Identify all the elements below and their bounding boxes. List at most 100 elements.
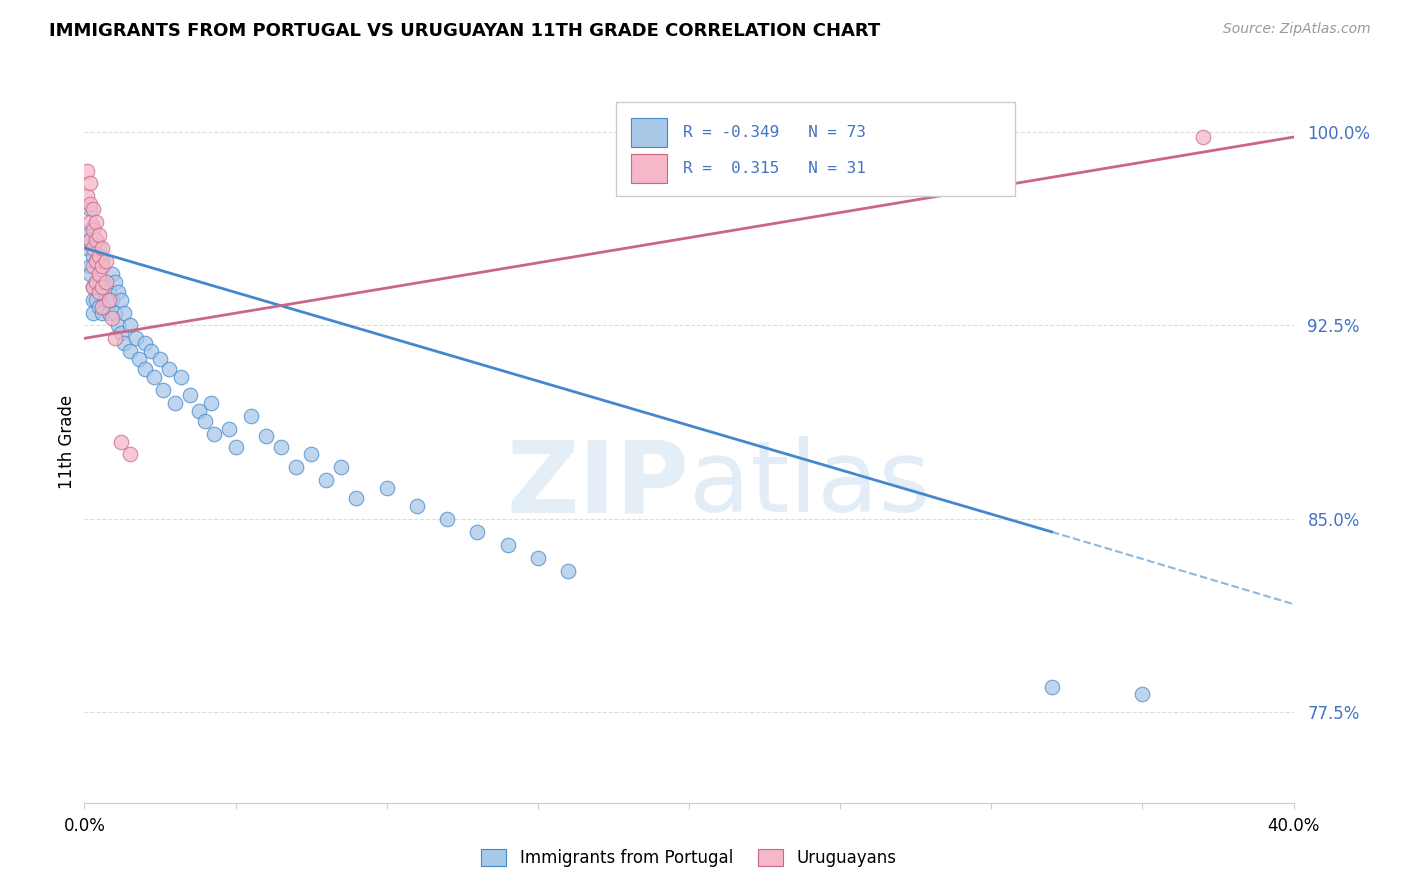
Point bbox=[79, 233, 101, 247]
Point bbox=[330, 460, 353, 475]
Point bbox=[104, 305, 127, 319]
Point bbox=[76, 228, 98, 243]
Point bbox=[107, 318, 129, 333]
Point bbox=[110, 434, 132, 449]
Point bbox=[82, 220, 104, 235]
Point bbox=[179, 388, 201, 402]
FancyBboxPatch shape bbox=[616, 102, 1015, 196]
Point bbox=[527, 550, 550, 565]
Point bbox=[82, 259, 104, 273]
Point bbox=[112, 305, 135, 319]
Point bbox=[112, 336, 135, 351]
Point bbox=[104, 331, 127, 345]
Point bbox=[79, 259, 101, 273]
Point bbox=[79, 177, 101, 191]
Point bbox=[157, 362, 180, 376]
Point bbox=[94, 293, 117, 307]
Point bbox=[110, 326, 132, 341]
Point bbox=[82, 202, 104, 217]
Point bbox=[89, 285, 111, 299]
Point bbox=[82, 279, 104, 293]
Point bbox=[134, 362, 156, 376]
Text: R = -0.349   N = 73: R = -0.349 N = 73 bbox=[683, 125, 866, 140]
Point bbox=[79, 267, 101, 281]
Point bbox=[86, 233, 108, 247]
Text: atlas: atlas bbox=[689, 436, 931, 533]
Point bbox=[100, 293, 122, 307]
Point bbox=[89, 259, 111, 273]
Point bbox=[1130, 687, 1153, 701]
Point bbox=[82, 279, 104, 293]
Point bbox=[82, 241, 104, 255]
Text: ZIP: ZIP bbox=[506, 436, 689, 533]
Point bbox=[94, 275, 117, 289]
Point bbox=[86, 275, 108, 289]
Point bbox=[79, 233, 101, 247]
Point bbox=[89, 241, 111, 255]
Bar bbox=[631, 154, 668, 183]
Point bbox=[91, 279, 114, 293]
Point bbox=[89, 267, 111, 281]
Point bbox=[254, 429, 277, 443]
Point bbox=[128, 351, 150, 366]
Point bbox=[76, 241, 98, 255]
Bar bbox=[631, 118, 668, 147]
Point bbox=[406, 499, 429, 513]
Point bbox=[94, 275, 117, 289]
Point bbox=[118, 447, 141, 461]
Point bbox=[165, 396, 187, 410]
Point bbox=[218, 422, 240, 436]
Point bbox=[82, 305, 104, 319]
Point bbox=[170, 370, 193, 384]
Point bbox=[76, 163, 98, 178]
Point bbox=[118, 318, 141, 333]
Point bbox=[375, 481, 398, 495]
Point bbox=[467, 524, 489, 539]
Point bbox=[86, 215, 108, 229]
Point bbox=[97, 285, 120, 299]
Point bbox=[89, 301, 111, 315]
Point bbox=[86, 254, 108, 268]
Point bbox=[194, 414, 217, 428]
Point bbox=[346, 491, 368, 506]
Point bbox=[188, 403, 211, 417]
Point bbox=[91, 305, 114, 319]
Point bbox=[142, 370, 165, 384]
Point bbox=[139, 344, 162, 359]
Point bbox=[79, 197, 101, 211]
Point bbox=[97, 305, 120, 319]
Point bbox=[97, 293, 120, 307]
Point bbox=[239, 409, 262, 423]
Point bbox=[104, 275, 127, 289]
Text: Source: ZipAtlas.com: Source: ZipAtlas.com bbox=[1223, 22, 1371, 37]
Point bbox=[100, 267, 122, 281]
Point bbox=[91, 279, 114, 293]
Point bbox=[86, 293, 108, 307]
Point bbox=[270, 440, 292, 454]
Point bbox=[91, 301, 114, 315]
Text: R =  0.315   N = 31: R = 0.315 N = 31 bbox=[683, 161, 866, 176]
Legend: Immigrants from Portugal, Uruguayans: Immigrants from Portugal, Uruguayans bbox=[481, 848, 897, 867]
Point bbox=[82, 293, 104, 307]
Point bbox=[86, 254, 108, 268]
Point bbox=[79, 202, 101, 217]
Point bbox=[79, 215, 101, 229]
Y-axis label: 11th Grade: 11th Grade bbox=[58, 394, 76, 489]
Point bbox=[134, 336, 156, 351]
Point bbox=[125, 331, 148, 345]
Text: IMMIGRANTS FROM PORTUGAL VS URUGUAYAN 11TH GRADE CORRELATION CHART: IMMIGRANTS FROM PORTUGAL VS URUGUAYAN 11… bbox=[49, 22, 880, 40]
Point bbox=[82, 249, 104, 263]
Point bbox=[149, 351, 172, 366]
Point bbox=[152, 383, 174, 397]
Point bbox=[1040, 680, 1063, 694]
Point bbox=[91, 254, 114, 268]
Point bbox=[436, 512, 458, 526]
Point bbox=[89, 228, 111, 243]
Point bbox=[91, 241, 114, 255]
Point bbox=[225, 440, 247, 454]
Point bbox=[100, 310, 122, 325]
Point bbox=[202, 426, 225, 441]
Point bbox=[110, 293, 132, 307]
Point bbox=[315, 473, 337, 487]
Point bbox=[82, 223, 104, 237]
